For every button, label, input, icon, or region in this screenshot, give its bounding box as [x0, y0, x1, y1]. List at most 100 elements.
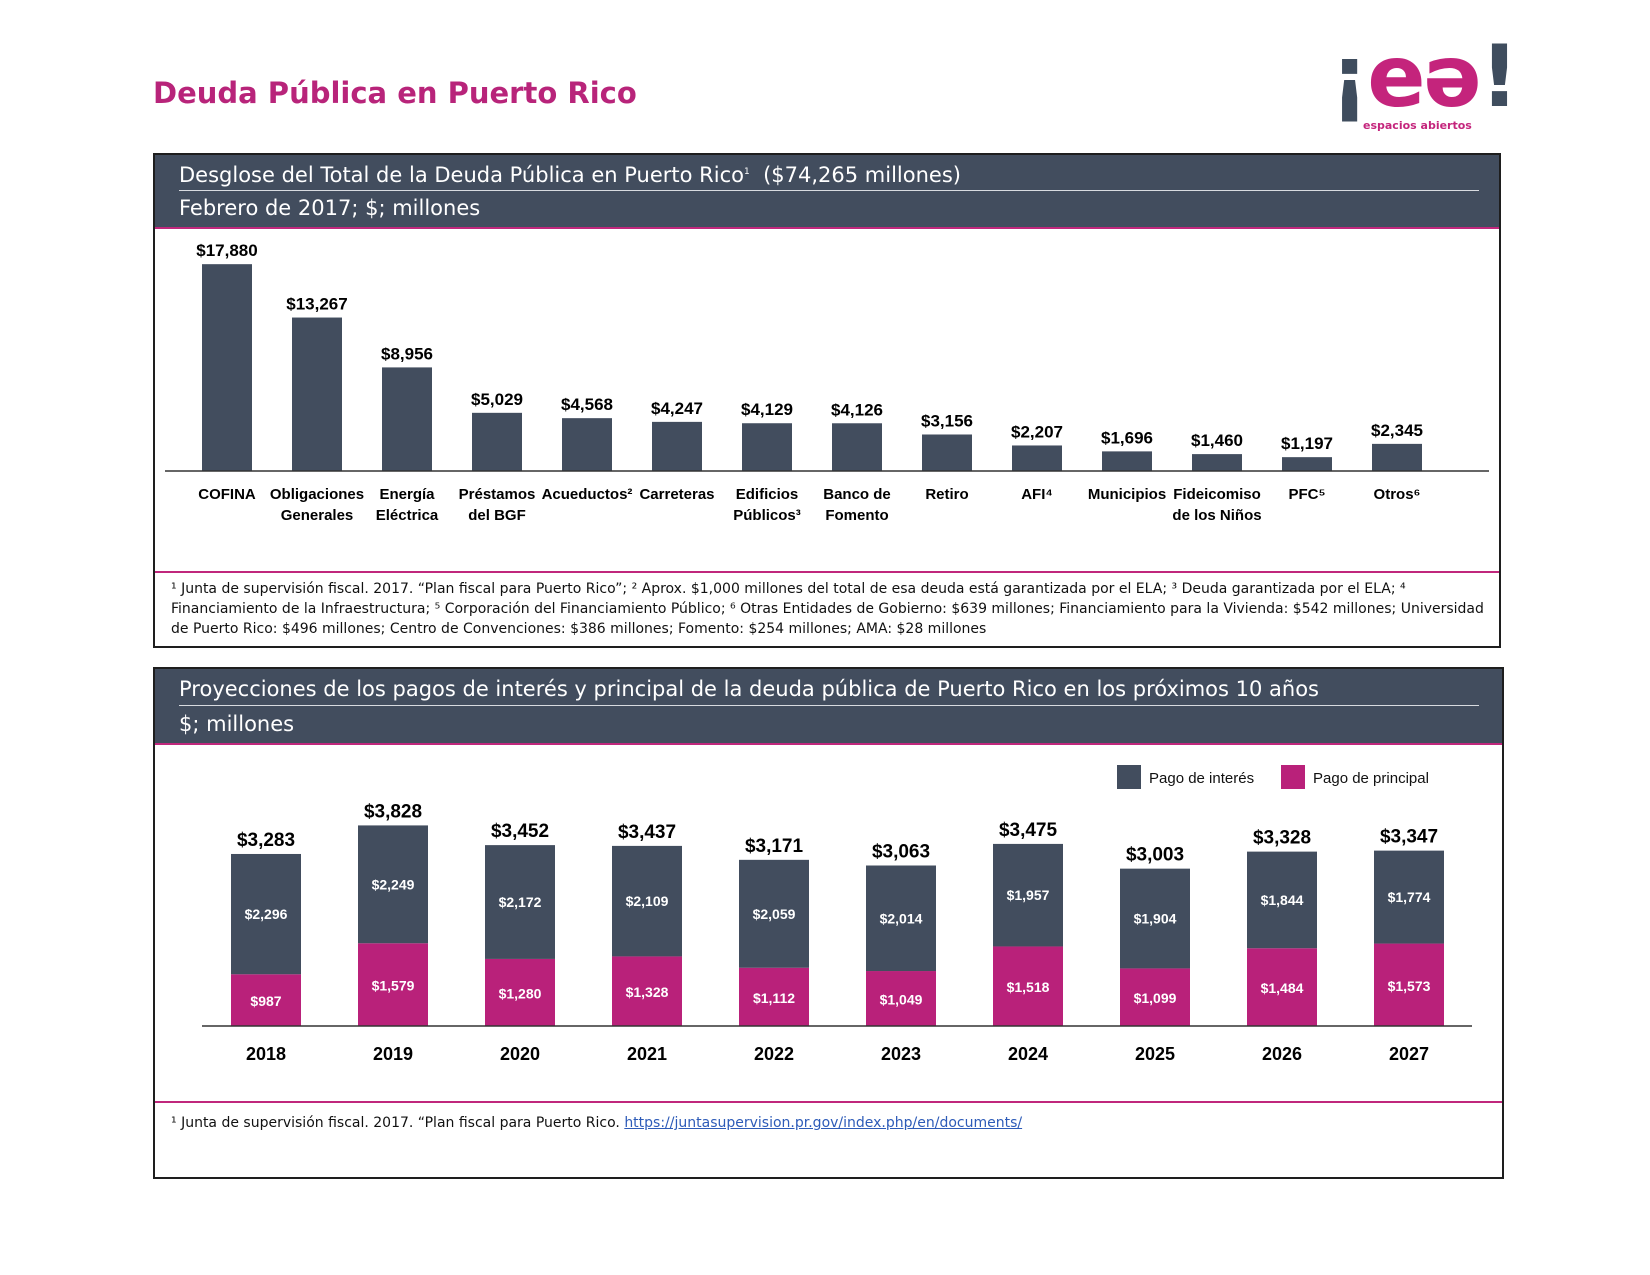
- principal-bar-4: [739, 967, 809, 1026]
- category-label: Generales: [281, 507, 354, 524]
- panel2-subtitle: $; millones: [179, 712, 295, 736]
- total-value-label: $3,328: [1253, 828, 1311, 849]
- bar-2: [382, 367, 432, 471]
- category-label: Banco de: [823, 486, 891, 503]
- year-label: 2024: [1008, 1044, 1048, 1064]
- category-label: AFI⁴: [1021, 486, 1053, 503]
- category-label: Eléctrica: [376, 507, 439, 524]
- category-label: Edificios: [736, 486, 799, 503]
- bar-value-label: $8,956: [381, 344, 433, 363]
- panel2-title: Proyecciones de los pagos de interés y p…: [179, 677, 1319, 701]
- total-value-label: $3,003: [1126, 845, 1184, 866]
- interest-value-label: $1,904: [1134, 911, 1177, 927]
- principal-value-label: $1,328: [626, 984, 669, 1000]
- bar-13: [1372, 443, 1422, 471]
- interest-value-label: $2,296: [245, 906, 288, 922]
- logo-mark: ¡eə!: [1330, 27, 1519, 127]
- principal-bar-3: [612, 956, 682, 1026]
- principal-value-label: $1,484: [1261, 980, 1304, 996]
- bar-value-label: $4,247: [651, 399, 703, 418]
- bar-7: [832, 423, 882, 471]
- principal-bar-0: [231, 974, 301, 1026]
- footnote-link[interactable]: https://juntasupervision.pr.gov/index.ph…: [624, 1115, 1023, 1131]
- total-value-label: $3,828: [364, 801, 422, 822]
- logo: ¡eə! espacios abiertos: [1330, 34, 1519, 134]
- panel1-footnote: ¹ Junta de supervisión fiscal. 2017. “Pl…: [171, 581, 1484, 637]
- principal-bar-9: [1374, 943, 1444, 1026]
- category-label: Carreteras: [639, 486, 714, 503]
- bar-value-label: $1,460: [1191, 431, 1243, 450]
- debt-projection-panel: Proyecciones de los pagos de interés y p…: [153, 667, 1504, 1179]
- interest-bar-1: [358, 825, 428, 944]
- bar-value-label: $5,029: [471, 390, 523, 409]
- bar-value-label: $3,156: [921, 411, 973, 430]
- principal-value-label: $987: [250, 993, 281, 1009]
- year-label: 2021: [627, 1044, 667, 1064]
- total-value-label: $3,063: [872, 841, 930, 862]
- debt-breakdown-panel: Desglose del Total de la Deuda Pública e…: [153, 153, 1501, 648]
- year-label: 2022: [754, 1044, 794, 1064]
- bar-value-label: $17,880: [196, 241, 257, 260]
- year-label: 2018: [246, 1044, 286, 1064]
- principal-bar-1: [358, 943, 428, 1026]
- panel1-subtitle: Febrero de 2017; $; millones: [179, 196, 481, 220]
- bar-10: [1102, 451, 1152, 471]
- interest-bar-7: [1120, 868, 1190, 969]
- category-label: Fomento: [825, 507, 888, 524]
- legend-label: Pago de principal: [1313, 770, 1429, 787]
- interest-value-label: $2,249: [372, 876, 415, 892]
- category-label: Públicos³: [733, 507, 801, 524]
- principal-value-label: $1,099: [1134, 990, 1177, 1006]
- principal-value-label: $1,112: [753, 990, 795, 1006]
- bar-value-label: $1,197: [1281, 434, 1333, 453]
- category-label: de los Niños: [1172, 507, 1261, 524]
- principal-bar-6: [993, 946, 1063, 1026]
- year-label: 2027: [1389, 1044, 1429, 1064]
- bar-3: [472, 412, 522, 471]
- page-title: Deuda Pública en Puerto Rico: [153, 76, 637, 110]
- bar-6: [742, 423, 792, 471]
- principal-value-label: $1,049: [880, 992, 923, 1008]
- bar-value-label: $1,696: [1101, 428, 1153, 447]
- interest-value-label: $2,059: [753, 906, 796, 922]
- principal-value-label: $1,573: [1388, 978, 1431, 994]
- bar-value-label: $4,568: [561, 395, 613, 414]
- bar-0: [202, 264, 252, 471]
- principal-bar-5: [866, 971, 936, 1026]
- panel1-header: Desglose del Total de la Deuda Pública e…: [155, 155, 1499, 229]
- total-value-label: $3,283: [237, 830, 295, 851]
- category-label: Obligaciones: [270, 486, 364, 503]
- debt-projection-chart: $987 $2,296 $3,283 2018 $1,579 $2,249 $3,828 20…: [202, 765, 1472, 1064]
- year-label: 2026: [1262, 1044, 1302, 1064]
- year-label: 2025: [1135, 1044, 1175, 1064]
- category-label: COFINA: [198, 486, 256, 503]
- total-value-label: $3,452: [491, 821, 549, 842]
- interest-bar-3: [612, 845, 682, 957]
- interest-value-label: $2,014: [880, 910, 923, 926]
- interest-bar-0: [231, 853, 301, 975]
- bar-12: [1282, 457, 1332, 471]
- bar-1: [292, 317, 342, 471]
- legend-swatch: [1281, 765, 1305, 789]
- principal-bar-8: [1247, 948, 1317, 1026]
- bar-9: [1012, 445, 1062, 471]
- interest-value-label: $2,109: [626, 893, 669, 909]
- principal-value-label: $1,518: [1007, 979, 1050, 995]
- bar-11: [1192, 454, 1242, 471]
- principal-value-label: $1,280: [499, 985, 542, 1001]
- interest-bar-6: [993, 843, 1063, 947]
- category-label: Municipios: [1088, 486, 1166, 503]
- interest-bar-8: [1247, 851, 1317, 949]
- principal-bar-7: [1120, 968, 1190, 1026]
- bar-8: [922, 434, 972, 471]
- category-label: Otros⁶: [1374, 486, 1421, 503]
- interest-value-label: $1,957: [1007, 887, 1050, 903]
- debt-breakdown-chart: $17,880 COFINA $13,267 Obligaciones Generale…: [165, 241, 1489, 524]
- bar-value-label: $4,126: [831, 400, 883, 419]
- principal-value-label: $1,579: [372, 978, 415, 994]
- category-label: PFC⁵: [1288, 486, 1325, 503]
- category-label: Fideicomiso: [1173, 486, 1261, 503]
- interest-bar-5: [866, 865, 936, 972]
- bar-value-label: $13,267: [286, 295, 347, 314]
- panel2-footnote: ¹ Junta de supervisión fiscal. 2017. “Pl…: [171, 1115, 1023, 1131]
